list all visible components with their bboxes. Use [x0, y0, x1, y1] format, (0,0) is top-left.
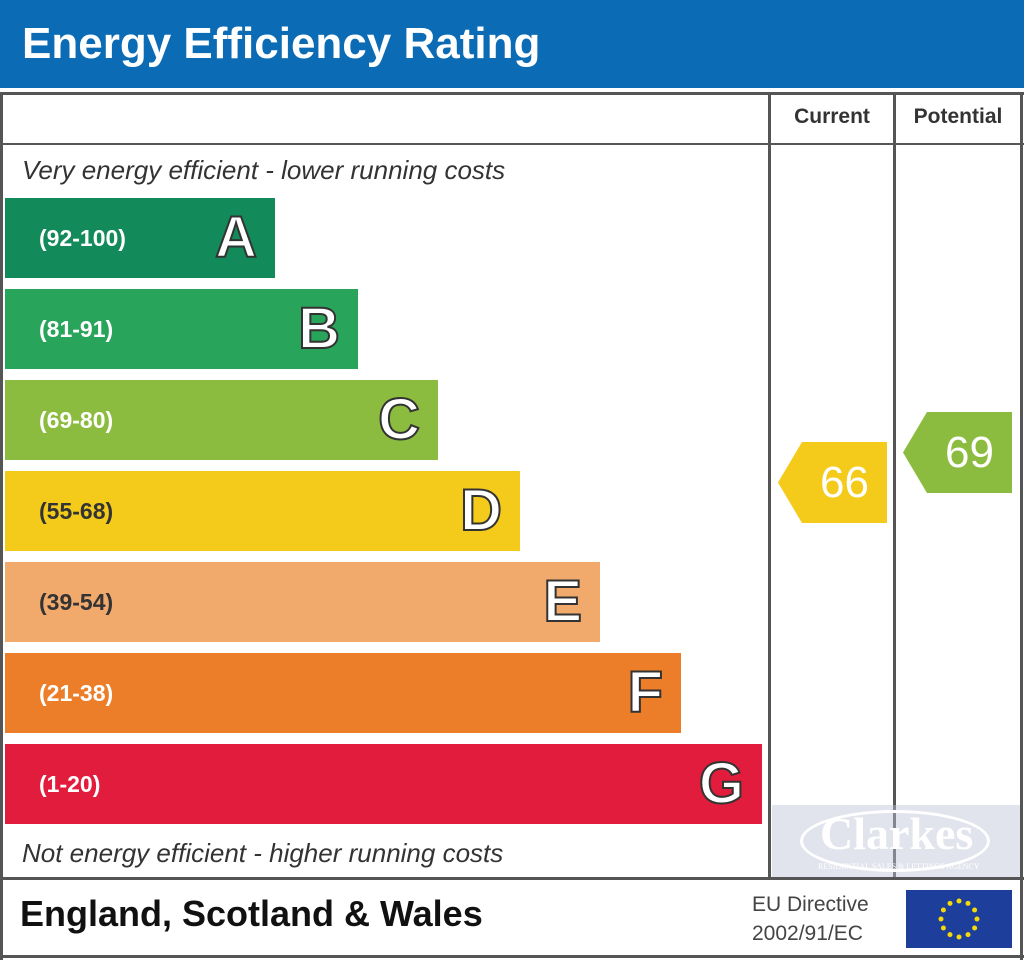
band-letter: A [214, 204, 258, 271]
band-bar-F: (21-38) F [5, 653, 681, 733]
band-letter: C [377, 386, 421, 453]
band-bar-A: (92-100) A [5, 198, 275, 278]
band-letter: F [627, 659, 664, 726]
top-note: Very energy efficient - lower running co… [22, 155, 506, 185]
potential-rating-arrow: 69 [903, 412, 1012, 493]
flag-star-icon [940, 925, 946, 931]
current-rating-arrow: 66 [778, 442, 887, 523]
band-range: (81-91) [39, 316, 114, 342]
band-bar-D: (55-68) D [5, 471, 520, 551]
table-border-right [1020, 92, 1023, 960]
flag-star-icon [940, 907, 946, 913]
chart-title: Energy Efficiency Rating [0, 0, 1024, 88]
watermark-logo [800, 810, 990, 872]
flag-star-icon [947, 900, 953, 906]
band-letter: D [459, 477, 503, 544]
band-range: (1-20) [39, 771, 101, 797]
directive-line2: 2002/91/EC [752, 922, 863, 945]
watermark-name: Clarkes [820, 808, 974, 859]
band-range: (69-80) [39, 407, 114, 433]
table-border-bottom [0, 955, 1024, 958]
table-border-top [0, 92, 1024, 95]
footer-divider [0, 877, 1024, 880]
eu-directive: EU Directive 2002/91/EC [752, 890, 869, 948]
band-letter: B [297, 295, 341, 362]
column-header-potential: Potential [913, 105, 1003, 128]
band-range: (92-100) [39, 225, 126, 251]
bottom-note: Not energy efficient - higher running co… [22, 838, 504, 868]
eu-flag-icon [906, 890, 1012, 948]
watermark-tagline: RESIDENTIAL SALES & LETTINGS AGENCY [818, 862, 980, 871]
flag-star-icon [965, 932, 971, 938]
band-letter: E [542, 568, 583, 635]
band-range: (21-38) [39, 680, 114, 706]
band-range: (55-68) [39, 498, 114, 524]
column-header-current: Current [794, 105, 870, 128]
region-label: England, Scotland & Wales [20, 893, 483, 934]
directive-line1: EU Directive [752, 893, 869, 916]
column-divider [768, 92, 771, 878]
flag-star-icon [974, 916, 980, 922]
band-bar-C: (69-80) C [5, 380, 438, 460]
table-border-left [0, 92, 3, 960]
flag-star-icon [972, 925, 978, 931]
flag-star-icon [965, 900, 971, 906]
flag-star-icon [947, 932, 953, 938]
band-bar-G: (1-20) G [5, 744, 762, 824]
header-divider [0, 143, 1024, 145]
band-bar-E: (39-54) E [5, 562, 600, 642]
band-bar-B: (81-91) B [5, 289, 358, 369]
flag-star-icon [956, 898, 962, 904]
band-letter: G [698, 750, 745, 817]
band-range: (39-54) [39, 589, 114, 615]
flag-star-icon [938, 916, 944, 922]
flag-star-icon [956, 934, 962, 940]
column-divider [893, 92, 896, 878]
flag-star-icon [972, 907, 978, 913]
